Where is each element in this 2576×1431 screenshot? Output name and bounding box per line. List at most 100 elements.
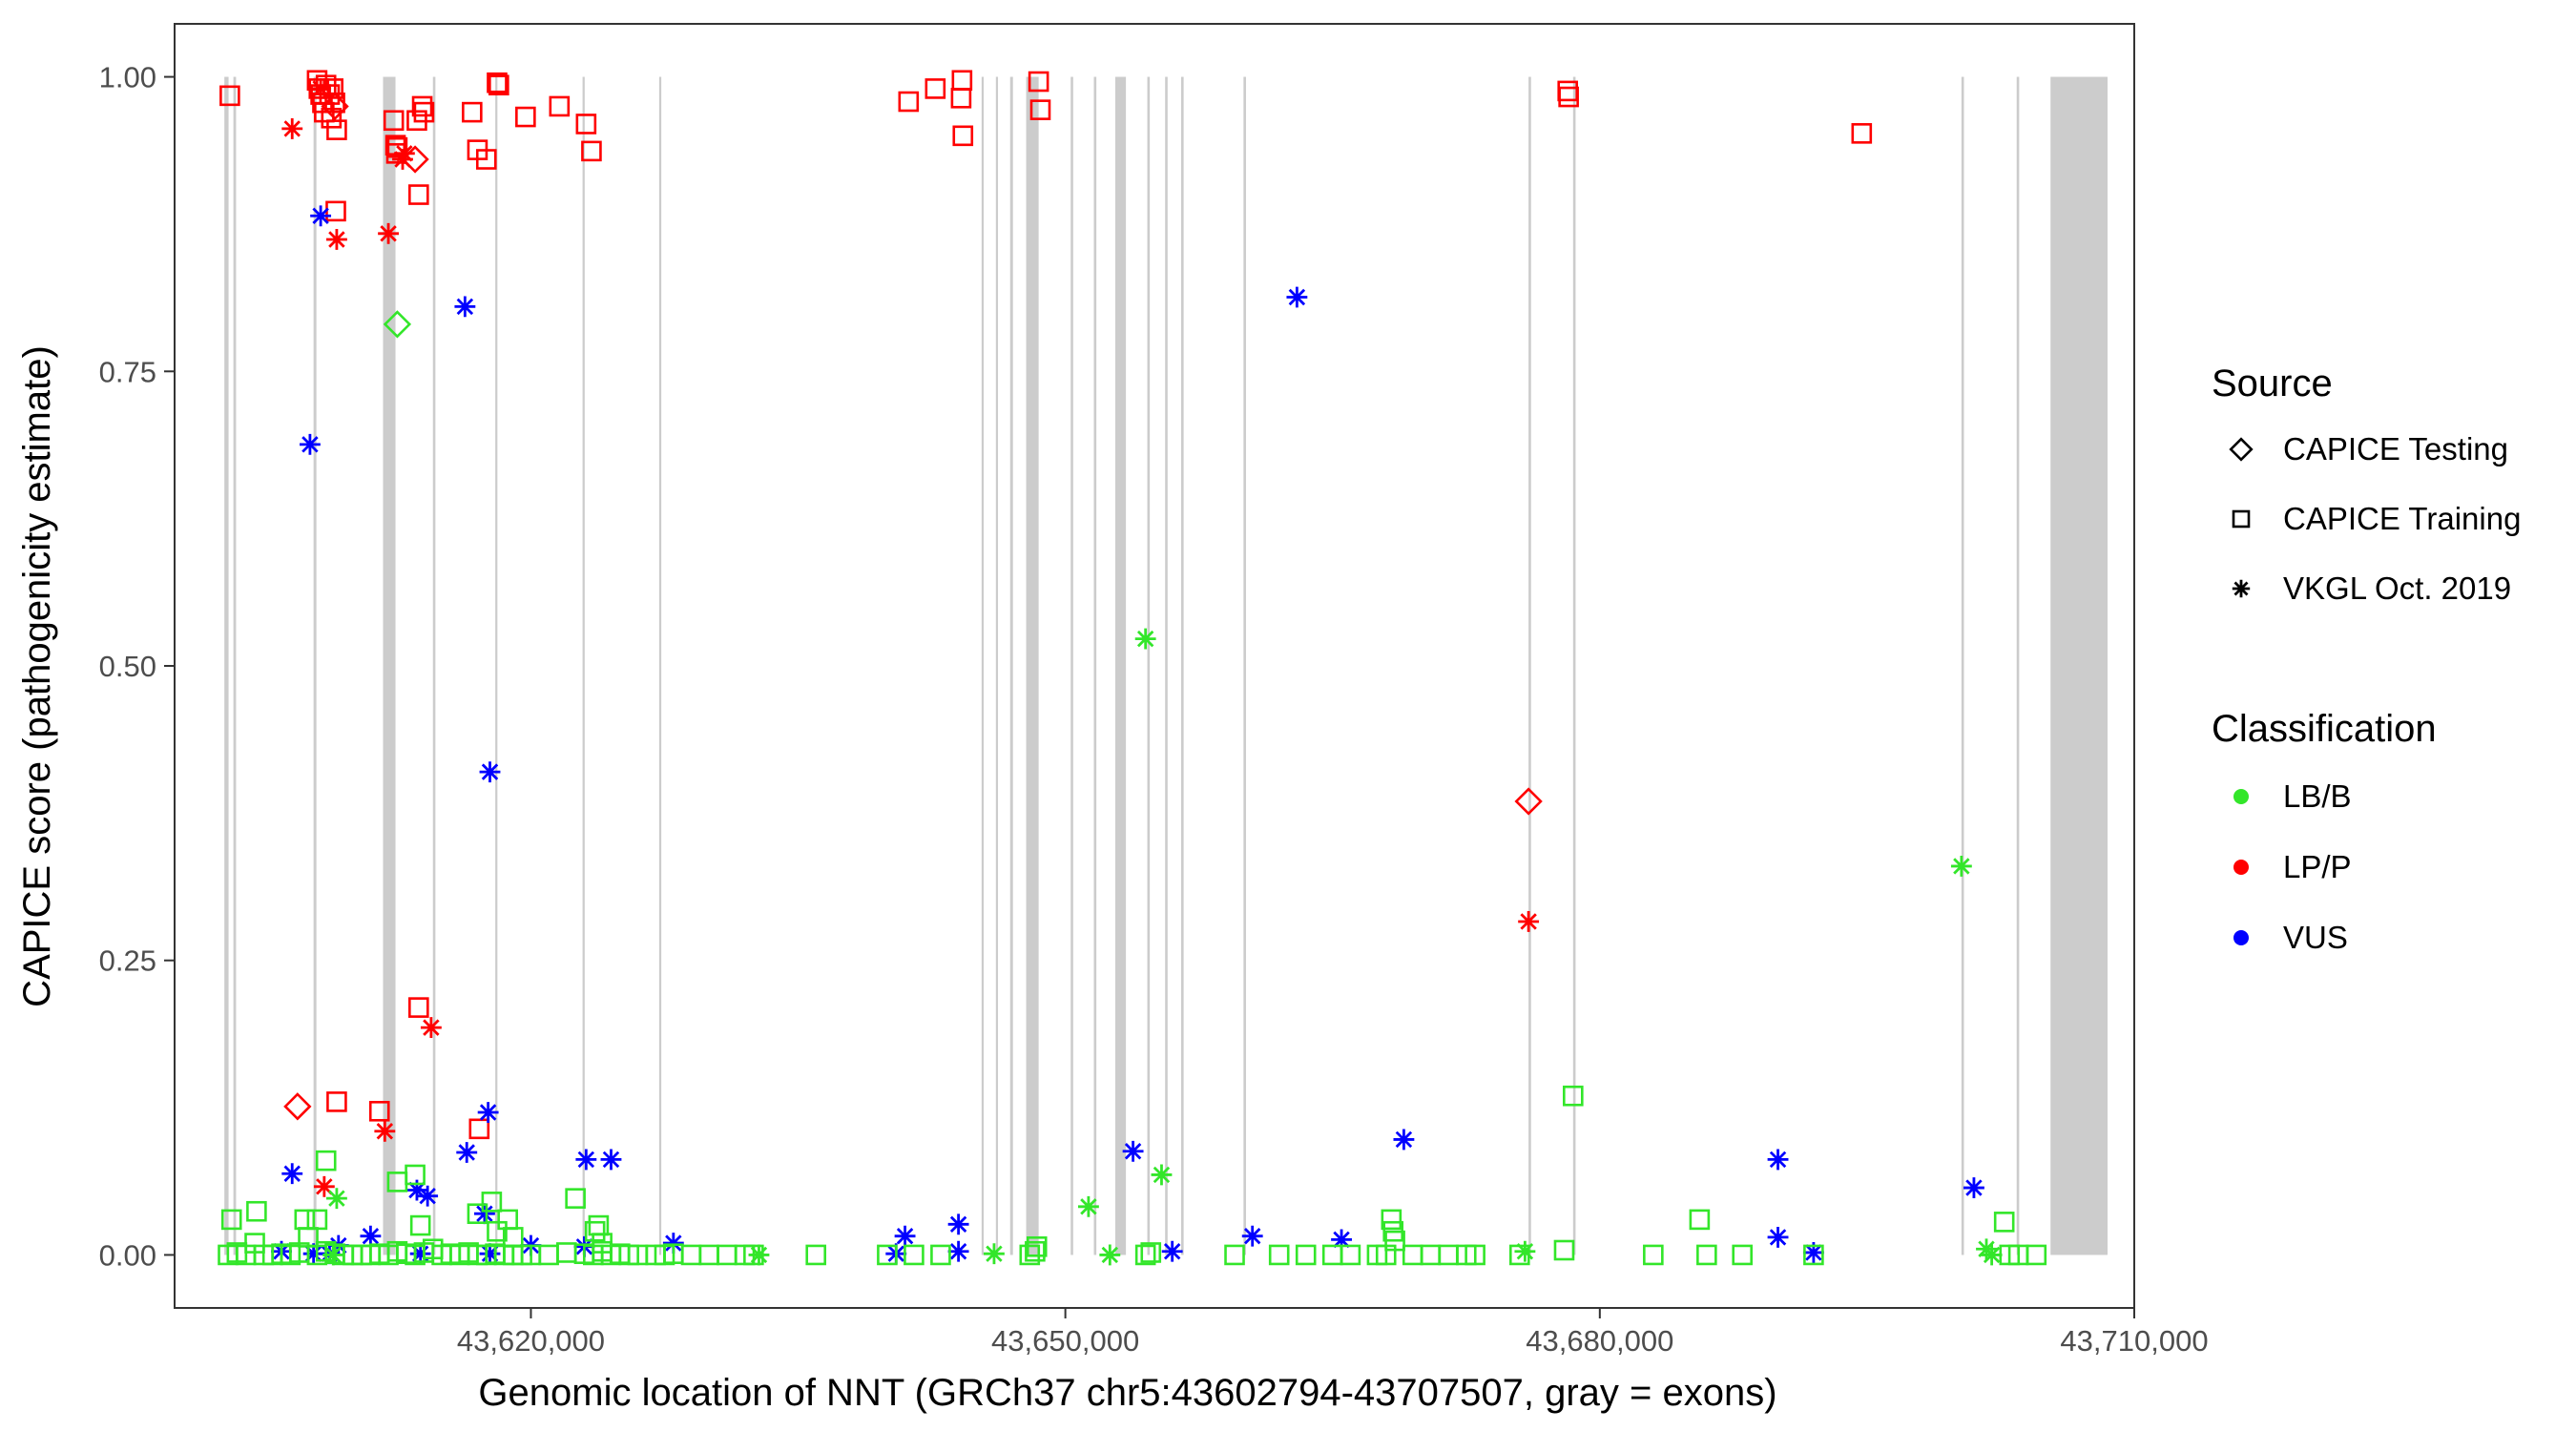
data-point — [420, 1017, 442, 1039]
data-point — [1558, 86, 1579, 108]
data-point — [374, 1120, 396, 1142]
y-tick-label: 0.25 — [99, 944, 156, 978]
exon-band — [1026, 76, 1039, 1255]
data-point — [1732, 1244, 1753, 1266]
data-point — [549, 95, 571, 117]
legend-source-key — [2232, 579, 2251, 598]
data-point — [1140, 1242, 1162, 1263]
data-point — [1393, 1129, 1415, 1151]
data-point — [1508, 1244, 1530, 1266]
exon-band — [1009, 76, 1013, 1255]
data-point — [488, 74, 509, 96]
data-point — [1331, 1229, 1352, 1251]
data-point — [219, 85, 240, 107]
data-point — [1514, 787, 1543, 816]
exon-band — [224, 76, 229, 1255]
data-point — [299, 433, 321, 455]
data-point — [468, 1118, 490, 1140]
legend-source-items: CAPICE Testing CAPICE Training VKGL Oct. 2… — [2229, 431, 2521, 606]
data-point — [1340, 1244, 1361, 1266]
data-point — [368, 1100, 390, 1122]
legend-source-label: CAPICE Testing — [2283, 431, 2508, 467]
y-tick-label: 0.00 — [99, 1238, 156, 1272]
data-point — [283, 1092, 312, 1121]
exon-band — [582, 76, 585, 1255]
data-point — [1767, 1226, 1789, 1248]
exon-band — [1961, 76, 1964, 1255]
legend-source-label: VKGL Oct. 2019 — [2283, 570, 2511, 606]
x-tick-label: 43,650,000 — [991, 1324, 1139, 1358]
data-point — [477, 1102, 499, 1123]
data-point — [894, 1225, 916, 1247]
data-point — [515, 106, 536, 128]
data-point — [1402, 1244, 1423, 1266]
y-axis-title: CAPICE score (pathogenicity estimate) — [16, 345, 58, 1007]
data-point — [1028, 71, 1049, 93]
data-point — [538, 1244, 559, 1266]
data-point — [1161, 1240, 1183, 1262]
data-point — [479, 761, 501, 783]
data-point — [555, 1242, 577, 1263]
data-point — [310, 205, 332, 227]
data-point — [306, 1209, 328, 1231]
data-point — [575, 114, 597, 135]
data-point — [1950, 856, 1972, 877]
data-point — [1963, 1177, 1984, 1198]
data-point — [1465, 1244, 1485, 1266]
data-point — [487, 1220, 508, 1242]
x-tick-label: 43,620,000 — [457, 1324, 605, 1358]
data-point — [378, 222, 399, 244]
data-point — [1295, 1244, 1317, 1266]
exon-band — [1181, 76, 1184, 1255]
data-point — [1029, 99, 1051, 120]
data-point — [698, 1244, 719, 1266]
data-point — [805, 1244, 827, 1266]
data-point — [743, 1244, 764, 1266]
data-point — [473, 1203, 495, 1225]
data-point — [413, 101, 435, 123]
data-point — [326, 119, 347, 140]
data-point — [479, 1243, 501, 1265]
data-point — [1381, 1209, 1402, 1231]
data-point — [1224, 1244, 1245, 1266]
data-point — [924, 78, 946, 99]
data-point — [1025, 1240, 1046, 1262]
data-points — [218, 70, 2047, 1266]
data-point — [1643, 1244, 1664, 1266]
data-point — [475, 149, 497, 170]
exon-band — [1572, 76, 1576, 1255]
data-point — [1151, 1164, 1173, 1186]
data-point — [947, 1240, 969, 1262]
legend-class-label: LP/P — [2283, 849, 2352, 884]
data-point — [1286, 286, 1308, 308]
data-point — [405, 1164, 426, 1186]
data-point — [930, 1244, 951, 1266]
data-point — [409, 1214, 431, 1236]
exon-band — [1243, 76, 1246, 1255]
data-point — [326, 1091, 347, 1112]
axes: 0.00 0.25 0.50 0.75 1.00 43,620,000 43,650,000… — [99, 61, 2209, 1358]
data-point — [401, 145, 429, 174]
legend-classification-title: Classification — [2212, 708, 2437, 750]
data-point — [1802, 1242, 1824, 1263]
data-point — [1122, 1140, 1144, 1162]
data-point — [947, 1213, 969, 1235]
data-point — [408, 184, 429, 205]
data-point — [1268, 1244, 1290, 1266]
legend-class-key — [2233, 930, 2249, 945]
legend-source-title: Source — [2212, 363, 2333, 404]
data-point — [1099, 1244, 1121, 1266]
data-point — [467, 1203, 488, 1225]
exon-band — [981, 76, 985, 1255]
data-point — [1518, 911, 1540, 932]
data-point — [600, 1149, 622, 1171]
data-point — [748, 1244, 770, 1266]
data-point — [497, 1209, 518, 1231]
exon-band — [1165, 76, 1168, 1255]
data-point — [383, 110, 405, 132]
exon-bands — [224, 76, 2108, 1255]
data-point — [951, 70, 973, 92]
data-point — [952, 125, 974, 147]
data-point — [1077, 1195, 1099, 1217]
